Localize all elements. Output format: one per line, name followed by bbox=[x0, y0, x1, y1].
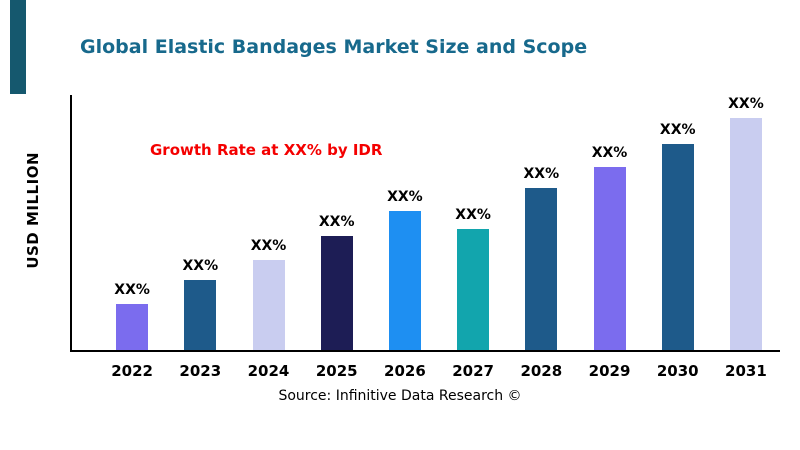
x-tick-2029: 2029 bbox=[588, 362, 631, 380]
x-tick-2023: 2023 bbox=[179, 362, 222, 380]
bar-2027 bbox=[457, 229, 490, 350]
x-tick-2022: 2022 bbox=[111, 362, 153, 380]
bar-2023 bbox=[184, 280, 217, 350]
bar-column-2023: XX% 2023 bbox=[166, 95, 234, 380]
x-tick-2026: 2026 bbox=[384, 362, 426, 380]
y-axis-label: USD MILLION bbox=[24, 152, 42, 269]
bar-2024 bbox=[252, 260, 285, 350]
bar-value-label-2022: XX% bbox=[114, 282, 150, 298]
bar-value-label-2023: XX% bbox=[182, 258, 219, 274]
bar-2029 bbox=[593, 167, 626, 350]
bar-value-label-2027: XX% bbox=[455, 207, 491, 223]
chart-title: Global Elastic Bandages Market Size and … bbox=[80, 36, 588, 58]
bar-value-label-2028: XX% bbox=[523, 166, 560, 182]
source-text: Source: Infinitive Data Research © bbox=[278, 388, 522, 404]
x-tick-2028: 2028 bbox=[520, 362, 563, 380]
bar-column-2030: XX% 2030 bbox=[644, 95, 712, 380]
bar-2030 bbox=[661, 144, 694, 350]
bar-column-2028: XX% 2028 bbox=[507, 95, 575, 380]
corner-accent-bar bbox=[10, 0, 26, 94]
bar-2028 bbox=[525, 188, 558, 350]
bar-value-label-2031: XX% bbox=[728, 96, 764, 112]
plot-area: Growth Rate at XX% by IDR XX% 2022 XX% 2023… bbox=[70, 95, 780, 380]
bar-value-label-2024: XX% bbox=[250, 238, 287, 254]
bar-column-2026: XX% 2026 bbox=[371, 95, 439, 380]
x-tick-2027: 2027 bbox=[452, 362, 494, 380]
x-tick-2031: 2031 bbox=[725, 362, 767, 380]
bar-2026 bbox=[388, 211, 421, 350]
bar-column-2027: XX% 2027 bbox=[439, 95, 507, 380]
bar-value-label-2029: XX% bbox=[591, 145, 628, 161]
bar-value-label-2030: XX% bbox=[659, 122, 696, 138]
bar-2031 bbox=[729, 118, 762, 350]
growth-rate-annotation: Growth Rate at XX% by IDR bbox=[150, 141, 383, 159]
bar-value-label-2026: XX% bbox=[387, 189, 423, 205]
bar-column-2025: XX% 2025 bbox=[303, 95, 371, 380]
bar-column-2024: XX% 2024 bbox=[234, 95, 302, 380]
x-tick-2025: 2025 bbox=[315, 362, 358, 380]
bar-2022 bbox=[116, 304, 149, 350]
bar-column-2022: XX% 2022 bbox=[98, 95, 166, 380]
x-tick-2030: 2030 bbox=[656, 362, 699, 380]
bar-value-label-2025: XX% bbox=[318, 214, 355, 230]
bar-column-2029: XX% 2029 bbox=[575, 95, 643, 380]
bar-2025 bbox=[320, 236, 353, 350]
x-tick-2024: 2024 bbox=[247, 362, 290, 380]
bar-column-2031: XX% 2031 bbox=[712, 95, 780, 380]
